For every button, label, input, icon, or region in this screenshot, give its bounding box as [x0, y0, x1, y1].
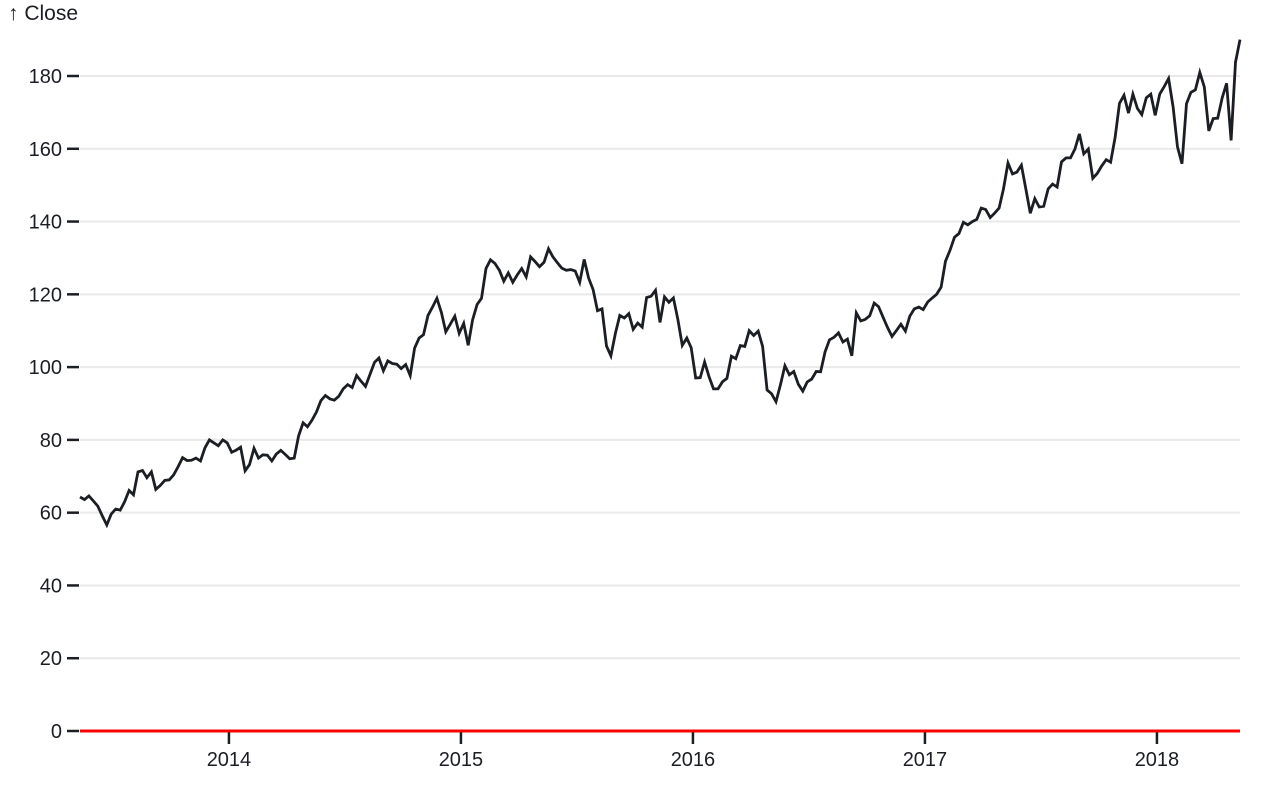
y-tick-label: 20 — [40, 648, 62, 670]
y-tick-label: 140 — [29, 212, 62, 234]
y-tick-label: 0 — [51, 721, 62, 743]
x-tick-label: 2017 — [903, 749, 948, 771]
y-tick-label: 40 — [40, 575, 62, 597]
x-tick-label: 2016 — [671, 749, 716, 771]
x-tick-label: 2015 — [439, 749, 484, 771]
y-tick-label: 80 — [40, 430, 62, 452]
close-line-series — [79, 39, 1242, 529]
x-tick-label: 2014 — [207, 749, 252, 771]
y-tick-label: 60 — [40, 503, 62, 525]
y-tick-label: 120 — [29, 284, 62, 306]
x-tick-label: 2018 — [1135, 749, 1180, 771]
y-axis-title: ↑ Close — [8, 2, 78, 25]
y-tick-label: 160 — [29, 139, 62, 161]
y-tick-label: 100 — [29, 357, 62, 379]
y-tick-label: 180 — [29, 66, 62, 88]
